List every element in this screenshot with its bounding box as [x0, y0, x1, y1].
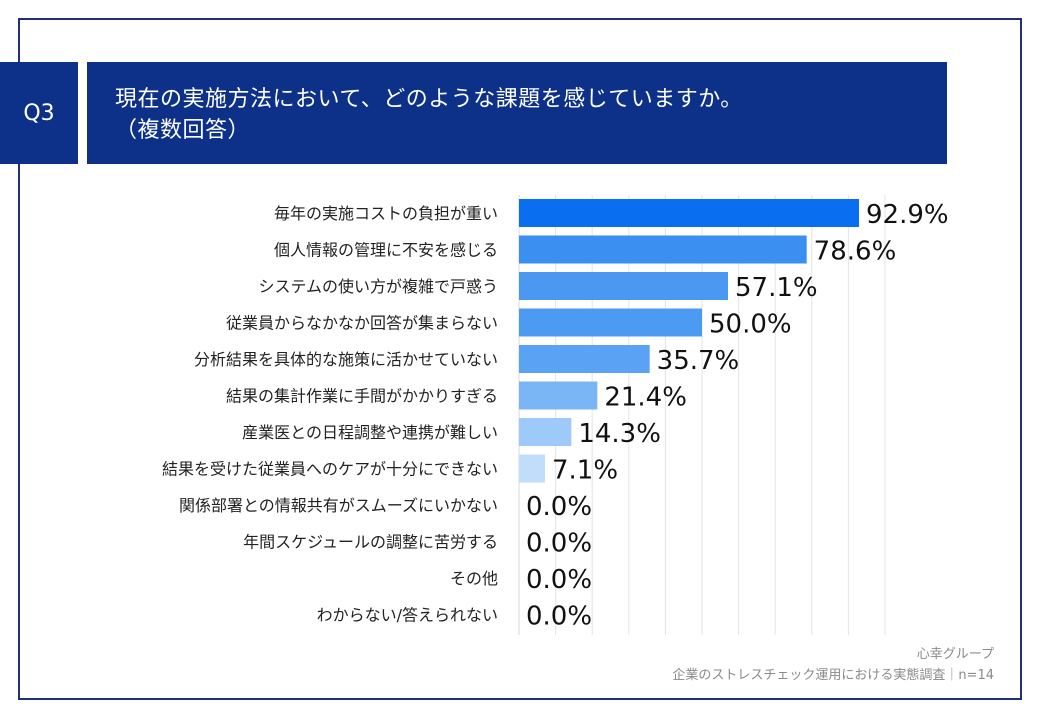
- value-label: 0.0%: [526, 529, 592, 559]
- category-label: 毎年の実施コストの負担が重い: [274, 204, 498, 223]
- value-label: 78.6%: [814, 237, 897, 267]
- question-title-line2: （複数回答）: [115, 118, 251, 143]
- value-label: 0.0%: [526, 602, 592, 632]
- category-label: 分析結果を具体的な施策に活かせていない: [194, 350, 498, 369]
- category-label: 個人情報の管理に不安を感じる: [274, 241, 498, 260]
- chart-bars: [519, 199, 860, 483]
- category-label: わからない/答えられない: [317, 606, 498, 625]
- value-label: 0.0%: [526, 492, 592, 522]
- bar: [519, 454, 545, 483]
- chart-grid: [518, 195, 886, 635]
- bar: [519, 418, 572, 446]
- bar: [519, 345, 650, 373]
- chart-labels: 毎年の実施コストの負担が重い 92.9% 個人情報の管理に不安を感じる 78.6% シス…: [162, 200, 949, 632]
- bar: [519, 272, 728, 300]
- bar: [519, 199, 860, 227]
- question-badge: Q3: [0, 62, 78, 164]
- value-label: 14.3%: [578, 419, 661, 449]
- bar: [519, 308, 702, 337]
- value-label: 21.4%: [604, 383, 687, 413]
- footer-source: 企業のストレスチェック運用における実態調査｜n=14: [672, 668, 994, 683]
- category-label: 従業員からなかなか回答が集まらない: [226, 314, 498, 333]
- category-label: システムの使い方が複雑で戸惑う: [258, 277, 498, 296]
- category-label: その他: [450, 569, 498, 588]
- value-label: 50.0%: [709, 310, 792, 340]
- category-label: 結果の集計作業に手間がかかりすぎる: [226, 387, 498, 406]
- value-label: 0.0%: [526, 565, 592, 595]
- bar: [519, 381, 598, 410]
- slide-frame: [18, 18, 1022, 700]
- footer-brand: 心幸グループ: [916, 647, 994, 662]
- question-title-box: 現在の実施方法において、どのような課題を感じていますか。 （複数回答）: [87, 62, 947, 164]
- category-label: 産業医との日程調整や連携が難しい: [242, 423, 498, 442]
- category-label: 結果を受けた従業員へのケアが十分にできない: [162, 460, 498, 479]
- bar: [519, 235, 807, 264]
- value-label: 92.9%: [866, 200, 949, 230]
- value-label: 35.7%: [657, 346, 740, 376]
- footer: 心幸グループ 企業のストレスチェック運用における実態調査｜n=14: [672, 644, 994, 686]
- value-label: 57.1%: [735, 273, 818, 303]
- category-label: 関係部署との情報共有がスムーズにいかない: [179, 496, 498, 515]
- question-title-line1: 現在の実施方法において、どのような課題を感じていますか。: [115, 87, 743, 112]
- category-label: 年間スケジュールの調整に苦労する: [243, 533, 498, 552]
- value-label: 7.1%: [552, 456, 618, 486]
